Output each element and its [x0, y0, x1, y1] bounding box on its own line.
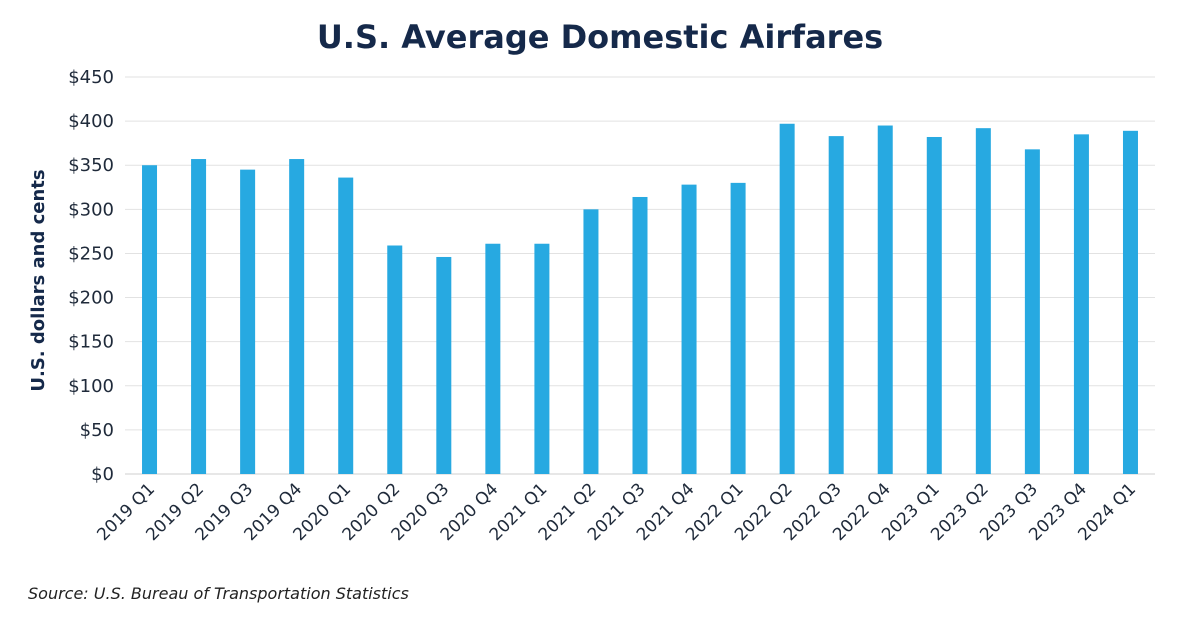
source-note: Source: U.S. Bureau of Transportation St…: [28, 584, 409, 603]
bar: [975, 128, 991, 474]
y-tick-label: $350: [68, 155, 114, 176]
bar: [338, 177, 354, 474]
chart-title: U.S. Average Domestic Airfares: [316, 18, 884, 56]
bar: [289, 159, 305, 474]
bar: [191, 159, 207, 474]
y-tick-label: $150: [68, 332, 114, 353]
bar: [1024, 149, 1040, 474]
y-tick-label: $50: [80, 420, 114, 441]
y-tick-label: $300: [68, 199, 114, 220]
y-tick-label: $450: [68, 67, 114, 88]
bar: [926, 136, 942, 475]
bar: [142, 165, 158, 474]
bar: [534, 243, 550, 474]
bar: [779, 123, 795, 474]
y-tick-label: $100: [68, 376, 114, 397]
bar: [681, 184, 697, 474]
bar: [485, 243, 501, 474]
bar: [632, 196, 648, 474]
y-tick-label: $0: [91, 464, 114, 485]
bar: [828, 136, 844, 474]
bar: [240, 169, 256, 474]
y-tick-label: $200: [68, 288, 114, 309]
bar: [583, 209, 599, 475]
y-tick-label: $250: [68, 243, 114, 264]
y-tick-label: $400: [68, 111, 114, 132]
bar: [730, 182, 746, 474]
y-axis-label: U.S. dollars and cents: [28, 169, 49, 391]
bar: [1073, 134, 1089, 474]
bar: [1122, 130, 1138, 474]
bar: [877, 125, 893, 475]
bar: [387, 245, 403, 474]
bar: [436, 256, 452, 474]
